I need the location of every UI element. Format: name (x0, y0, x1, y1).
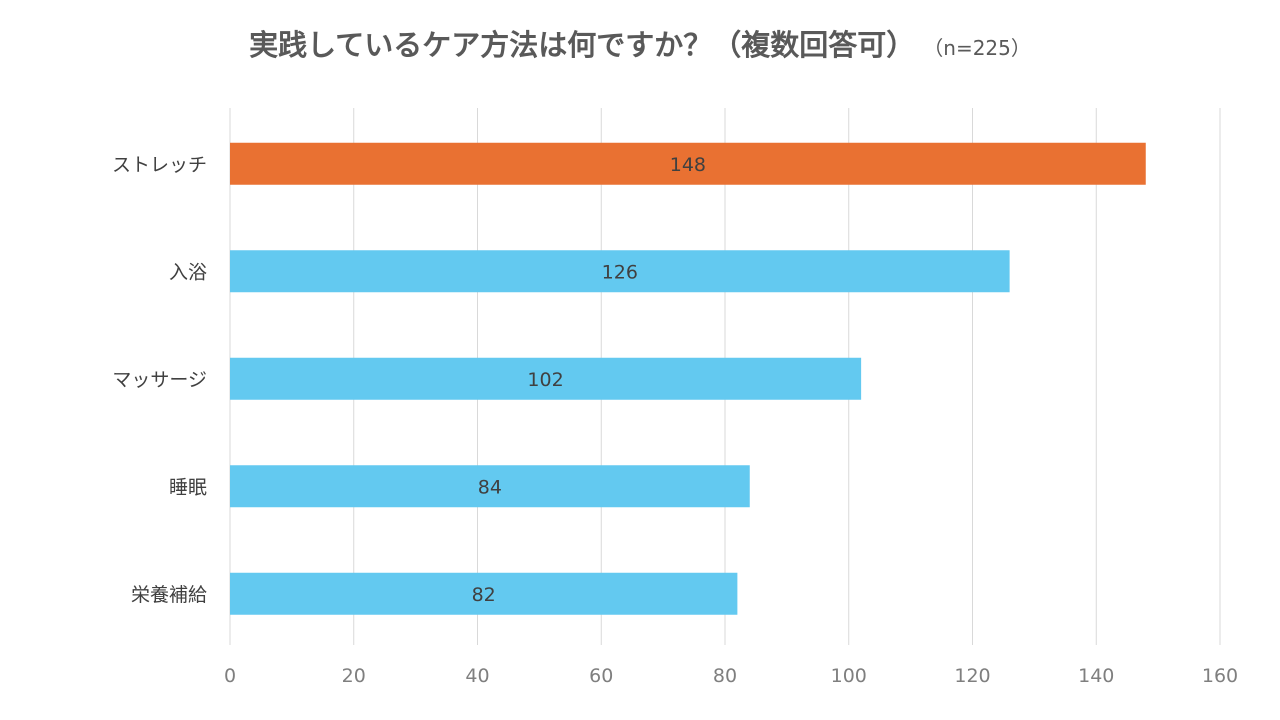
x-tick-label: 120 (954, 665, 990, 687)
chart-title: 実践しているケア方法は何ですか？（複数回答可） (249, 28, 916, 62)
category-label: マッサージ (112, 369, 207, 391)
bar-3 (230, 465, 750, 508)
chart-subtitle: （n=225） (933, 36, 1031, 60)
x-tick-label: 60 (589, 665, 613, 687)
category-label: ストレッチ (112, 154, 207, 176)
bar-2 (230, 357, 862, 400)
bar-0 (230, 142, 1146, 185)
data-label: 84 (478, 476, 502, 498)
x-tick-label: 160 (1202, 665, 1238, 687)
x-tick-label: 140 (1078, 665, 1114, 687)
bar-1 (230, 250, 1010, 293)
x-tick-label: 80 (713, 665, 737, 687)
category-label: 入浴 (169, 261, 207, 283)
data-label: 102 (527, 369, 563, 391)
bars (230, 142, 1146, 615)
x-tick-label: 40 (465, 665, 489, 687)
x-tick-label: 100 (831, 665, 867, 687)
category-label: 栄養補給 (131, 584, 207, 606)
labels: 0 20 40 60 80 100 120 140 160 ストレッチ 148 入浴 126 マッサージ 1… (112, 154, 1238, 687)
chart-header: 実践しているケア方法は何ですか？（複数回答可） （n=225） (0, 22, 1280, 64)
category-label: 睡眠 (169, 476, 207, 498)
data-label: 126 (602, 261, 638, 283)
data-label: 148 (670, 154, 706, 176)
x-tick-label: 20 (342, 665, 366, 687)
bar-4 (230, 572, 738, 615)
x-tick-label: 0 (224, 665, 236, 687)
data-label: 82 (472, 584, 496, 606)
